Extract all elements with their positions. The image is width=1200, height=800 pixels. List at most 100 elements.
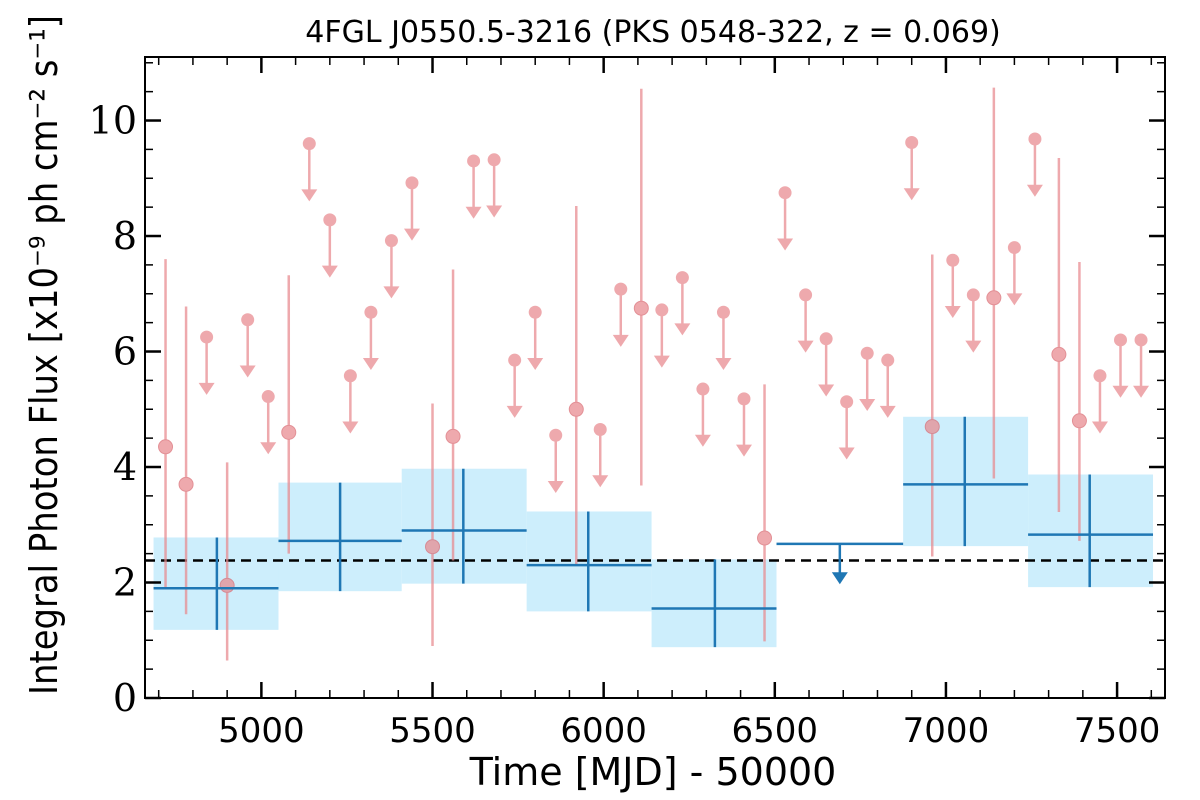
- upper-limit-marker: [528, 305, 542, 319]
- y-tick-label: 6: [113, 330, 137, 374]
- fine-data-point: [633, 300, 649, 316]
- upper-limit-marker: [840, 395, 854, 409]
- coarse-band-group: [153, 416, 1154, 648]
- upper-limit-marker: [819, 332, 833, 346]
- upper-limit-arrowhead: [674, 323, 691, 336]
- fine-data-point: [568, 401, 584, 417]
- fine-upper-limit: [903, 135, 920, 201]
- upper-limit-marker: [200, 330, 214, 344]
- fine-measurement: [633, 88, 649, 486]
- fine-measurement: [158, 259, 174, 589]
- fine-measurement: [757, 384, 773, 642]
- fine-bin-group: [158, 87, 1150, 661]
- coarse-measurement: [153, 537, 279, 630]
- upper-limit-marker: [261, 390, 275, 404]
- fine-upper-limit: [239, 313, 256, 378]
- upper-limit-marker: [487, 153, 501, 167]
- upper-limit-arrowhead: [879, 405, 896, 418]
- fine-measurement: [445, 269, 461, 561]
- coarse-upper-limit: [776, 542, 904, 585]
- fine-upper-limit: [592, 422, 609, 488]
- x-tick-label: 5000: [218, 711, 305, 751]
- upper-limit-marker: [467, 154, 481, 168]
- upper-limit-arrowhead: [818, 384, 835, 397]
- fine-measurement: [1051, 158, 1067, 513]
- fine-upper-limit: [1112, 333, 1129, 398]
- fine-upper-limit: [527, 305, 544, 370]
- upper-limit-marker: [799, 288, 813, 302]
- upper-limit-arrowhead: [965, 340, 982, 353]
- fine-upper-limit: [321, 213, 338, 278]
- fine-measurement: [986, 87, 1002, 479]
- upper-limit-arrowhead: [198, 382, 215, 395]
- fine-data-point: [178, 476, 194, 492]
- upper-limit-arrowhead: [547, 480, 564, 493]
- x-tick-label: 6000: [560, 711, 647, 751]
- y-axis-label: Integral Photon Flux [x10⁻⁹ ph cm⁻² s⁻¹]: [22, 15, 66, 695]
- fine-measurement: [924, 254, 940, 557]
- fine-upper-limit: [1006, 241, 1023, 306]
- upper-limit-arrowhead: [944, 306, 961, 319]
- coarse-ul-arrowhead: [831, 572, 848, 585]
- fine-measurement: [178, 306, 194, 615]
- fine-measurement: [1071, 262, 1087, 541]
- fine-upper-limit: [465, 154, 482, 219]
- upper-limit-arrowhead: [715, 357, 732, 370]
- coarse-measurement: [278, 482, 402, 592]
- upper-limit-marker: [302, 137, 316, 151]
- upper-limit-arrowhead: [383, 286, 400, 299]
- upper-limit-marker: [696, 382, 710, 396]
- upper-limit-arrowhead: [777, 238, 794, 251]
- fine-data-point: [1051, 346, 1067, 362]
- fine-upper-limit: [965, 288, 982, 353]
- fine-upper-limit: [694, 382, 711, 447]
- upper-limit-marker: [716, 305, 730, 319]
- coarse-measurement: [651, 559, 777, 648]
- x-axis-label: Time [MJD] - 50000: [469, 750, 837, 794]
- upper-limit-arrowhead: [735, 444, 752, 457]
- upper-limit-arrowhead: [527, 357, 544, 370]
- coarse-measurement: [526, 511, 652, 612]
- fine-upper-limit: [198, 330, 215, 395]
- upper-limit-marker: [343, 369, 357, 383]
- fine-upper-limit: [1133, 333, 1150, 398]
- upper-limit-marker: [1007, 241, 1021, 255]
- upper-limit-marker: [655, 303, 669, 317]
- fine-upper-limit: [838, 395, 855, 460]
- upper-limit-marker: [1093, 369, 1107, 383]
- upper-limit-marker: [241, 313, 255, 327]
- fine-upper-limit: [1026, 132, 1043, 197]
- fine-upper-limit: [403, 176, 420, 241]
- fine-upper-limit: [362, 305, 379, 370]
- upper-limit-arrowhead: [239, 365, 256, 378]
- fine-upper-limit: [797, 288, 814, 353]
- fine-data-point: [1071, 413, 1087, 429]
- fine-data-point: [219, 577, 235, 593]
- fine-upper-limit: [818, 332, 835, 397]
- upper-limit-arrowhead: [1112, 385, 1129, 398]
- fine-upper-limit: [383, 234, 400, 299]
- fine-data-point: [757, 530, 773, 546]
- upper-limit-marker: [860, 346, 874, 360]
- coarse-measurement: [1028, 474, 1154, 588]
- plot-frame: [144, 56, 1166, 699]
- x-tick-label: 6500: [732, 711, 819, 751]
- fine-upper-limit: [260, 390, 277, 455]
- coarse-measurement: [401, 468, 527, 584]
- upper-limit-marker: [946, 253, 960, 267]
- upper-limit-arrowhead: [903, 188, 920, 201]
- plot-area: 5000 5500 6000 6500 7000 7500 0 2 4 6 8 10: [89, 56, 1166, 751]
- upper-limit-arrowhead: [838, 447, 855, 460]
- upper-limit-arrowhead: [694, 434, 711, 447]
- coarse-bin-group: [153, 416, 1154, 648]
- upper-limit-marker: [364, 305, 378, 319]
- y-tick-label: 4: [113, 445, 137, 489]
- fine-upper-limit: [1091, 369, 1108, 434]
- fine-upper-limit: [653, 303, 670, 368]
- upper-limit-marker: [1028, 132, 1042, 146]
- fine-upper-limit: [674, 271, 691, 336]
- upper-limit-marker: [737, 392, 751, 406]
- fine-upper-limit: [612, 282, 629, 347]
- upper-limit-arrowhead: [592, 475, 609, 488]
